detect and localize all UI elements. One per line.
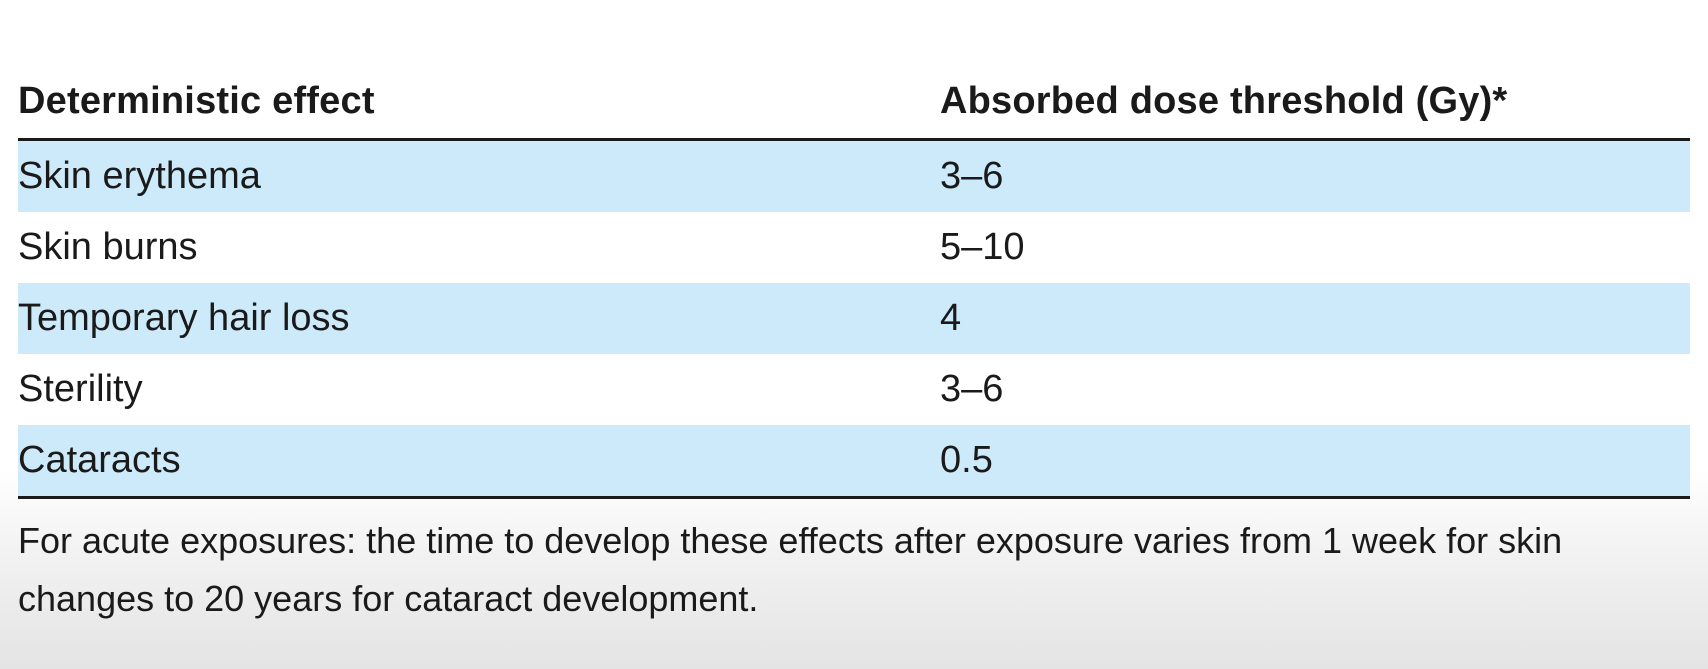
table-footnote: For acute exposures: the time to develop… [18,512,1690,628]
dose-cell: 5–10 [940,226,1025,268]
dose-cell: 0.5 [940,425,1690,499]
table-row: Skin burns 5–10 [18,212,1690,283]
dose-cell: 4 [940,283,1690,354]
dose-cell: 3–6 [940,139,1690,212]
effect-cell: Sterility [18,368,143,410]
footnote-line-1: For acute exposures: the time to develop… [18,520,1563,561]
effect-cell: Cataracts [18,425,940,499]
column-header-dose-threshold: Absorbed dose threshold (Gy)* [940,68,1690,141]
table-header-row: Deterministic effect Absorbed dose thres… [18,68,1690,141]
column-header-effect: Deterministic effect [18,68,940,141]
table-row: Sterility 3–6 [18,354,1690,425]
table-row: Skin erythema 3–6 [18,139,1690,212]
effects-table-container: Deterministic effect Absorbed dose thres… [18,68,1690,499]
footnote-line-2: changes to 20 years for cataract develop… [18,578,759,619]
table-row: Cataracts 0.5 [18,425,1690,499]
effect-cell: Temporary hair loss [18,283,940,354]
effect-cell: Skin burns [18,226,198,268]
table-row: Temporary hair loss 4 [18,283,1690,354]
dose-cell: 3–6 [940,368,1004,410]
deterministic-effects-table: Deterministic effect Absorbed dose thres… [18,68,1690,499]
effect-cell: Skin erythema [18,139,940,212]
